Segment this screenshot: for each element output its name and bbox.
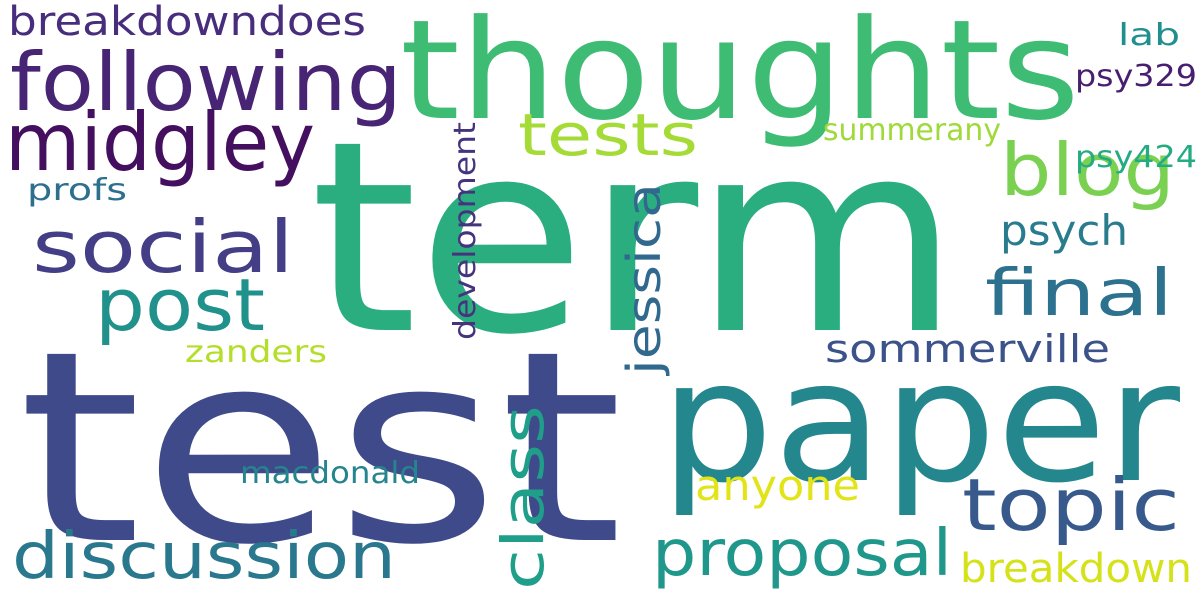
- word-psych: psych: [1000, 206, 1128, 255]
- word-jessica: jessica: [617, 183, 671, 376]
- word-blog: blog: [1000, 128, 1175, 212]
- word-anyone: anyone: [695, 461, 860, 510]
- word-following: following: [10, 36, 402, 129]
- word-post: post: [95, 263, 265, 347]
- word-thoughts: thoughts: [400, 0, 1080, 151]
- word-test: test: [18, 295, 623, 600]
- word-class: class: [489, 405, 557, 590]
- word-sommerville: sommerville: [825, 327, 1110, 371]
- word-zanders: zanders: [185, 335, 327, 370]
- word-macdonald: macdonald: [240, 456, 420, 491]
- word-psy329: psy329: [1075, 59, 1197, 94]
- word-tests: tests: [518, 101, 698, 169]
- word-term: term: [310, 85, 960, 393]
- word-paper: paper: [660, 324, 1181, 520]
- word-proposal: proposal: [652, 517, 952, 591]
- word-discussion: discussion: [12, 520, 396, 594]
- word-lab: lab: [1118, 18, 1180, 53]
- word-development: development: [448, 122, 483, 340]
- word-final: final: [985, 257, 1173, 331]
- word-psy424: psy424: [1075, 140, 1197, 175]
- word-midgley: midgley: [5, 96, 315, 189]
- word-breakdowndoes: breakdowndoes: [8, 0, 366, 45]
- word-summerany: summerany: [823, 113, 1001, 148]
- word-breakdown: breakdown: [960, 546, 1192, 592]
- word-social: social: [32, 205, 294, 289]
- word-topic: topic: [962, 463, 1180, 547]
- word-profs: profs: [27, 173, 127, 208]
